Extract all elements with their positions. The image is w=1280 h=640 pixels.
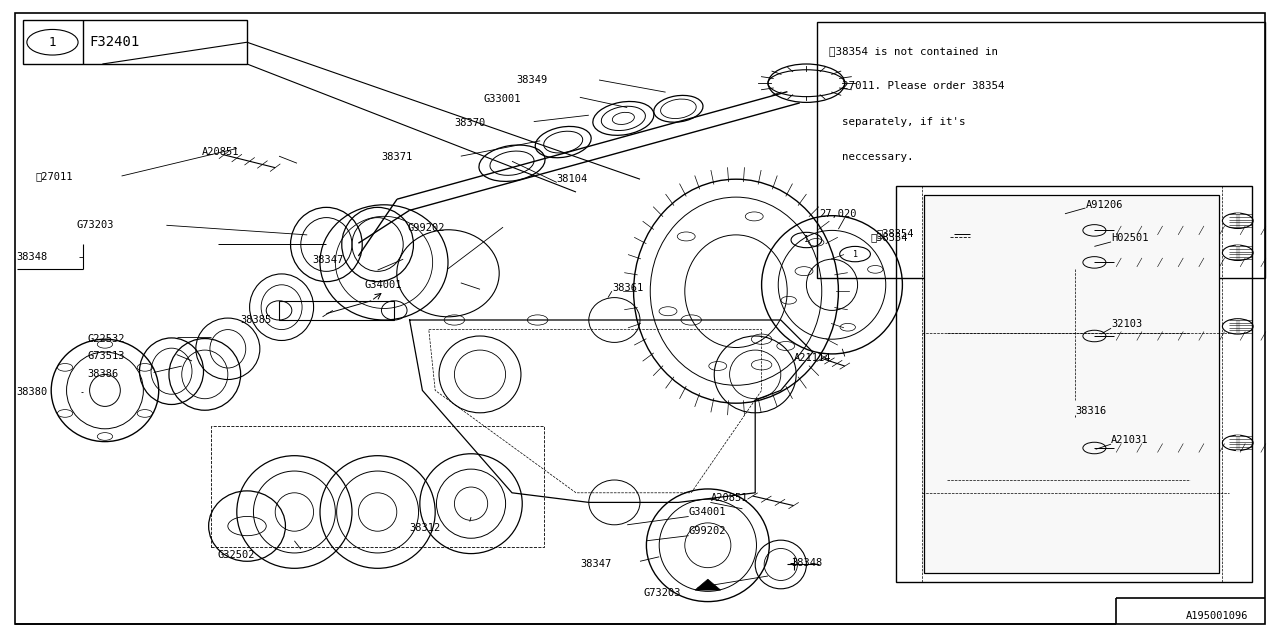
- Text: G73513: G73513: [87, 351, 124, 362]
- Text: 27,020: 27,020: [819, 209, 856, 220]
- Text: A20851: A20851: [710, 493, 748, 503]
- Bar: [23, 20, 247, 64]
- Text: A91206: A91206: [1085, 200, 1123, 210]
- Text: 38347: 38347: [312, 255, 343, 266]
- Text: F32401: F32401: [90, 35, 140, 49]
- Text: 38386: 38386: [87, 369, 118, 380]
- Text: 38380: 38380: [17, 387, 47, 397]
- Bar: [279, 301, 394, 320]
- Text: 38347: 38347: [580, 559, 611, 570]
- Text: G34001: G34001: [689, 507, 726, 517]
- Text: 38312: 38312: [410, 523, 440, 533]
- Text: 38361: 38361: [612, 283, 643, 293]
- Text: neccessary.: neccessary.: [829, 152, 914, 162]
- Text: 1: 1: [852, 250, 858, 259]
- Text: A21031: A21031: [1111, 435, 1148, 445]
- Text: 27011. Please order 38354: 27011. Please order 38354: [829, 81, 1005, 92]
- Bar: [817, 22, 1265, 278]
- Text: G73203: G73203: [77, 220, 114, 230]
- Text: ※38354: ※38354: [877, 228, 914, 239]
- Text: G73203: G73203: [644, 588, 681, 598]
- Text: 38371: 38371: [381, 152, 412, 162]
- Text: ‸38354 is not contained in: ‸38354 is not contained in: [829, 46, 998, 56]
- Text: H02501: H02501: [1111, 233, 1148, 243]
- Text: G33001: G33001: [484, 94, 521, 104]
- Text: 38348: 38348: [791, 558, 822, 568]
- Text: A195001096: A195001096: [1185, 611, 1248, 621]
- Text: 38385: 38385: [241, 315, 271, 325]
- Text: ※27011: ※27011: [36, 171, 73, 181]
- Text: A21114: A21114: [794, 353, 831, 364]
- Text: G99202: G99202: [407, 223, 444, 234]
- Text: G22532: G22532: [87, 334, 124, 344]
- Bar: [924, 195, 1219, 573]
- Text: 1: 1: [49, 36, 56, 49]
- Bar: [211, 426, 544, 547]
- Text: 38104: 38104: [557, 174, 588, 184]
- Bar: [970, 227, 998, 240]
- Text: 38349: 38349: [516, 75, 547, 85]
- Text: A20851: A20851: [202, 147, 239, 157]
- Text: 38316: 38316: [1075, 406, 1106, 416]
- Text: 38348: 38348: [17, 252, 47, 262]
- Text: G32502: G32502: [218, 550, 255, 560]
- Text: ※38354: ※38354: [870, 232, 908, 242]
- Text: G34001: G34001: [365, 280, 402, 290]
- Text: separately, if it's: separately, if it's: [829, 116, 966, 127]
- Text: G99202: G99202: [689, 526, 726, 536]
- Text: 38370: 38370: [454, 118, 485, 128]
- Bar: [896, 186, 1252, 582]
- Polygon shape: [695, 579, 721, 590]
- Text: 32103: 32103: [1111, 319, 1142, 330]
- Text: 1: 1: [804, 236, 809, 244]
